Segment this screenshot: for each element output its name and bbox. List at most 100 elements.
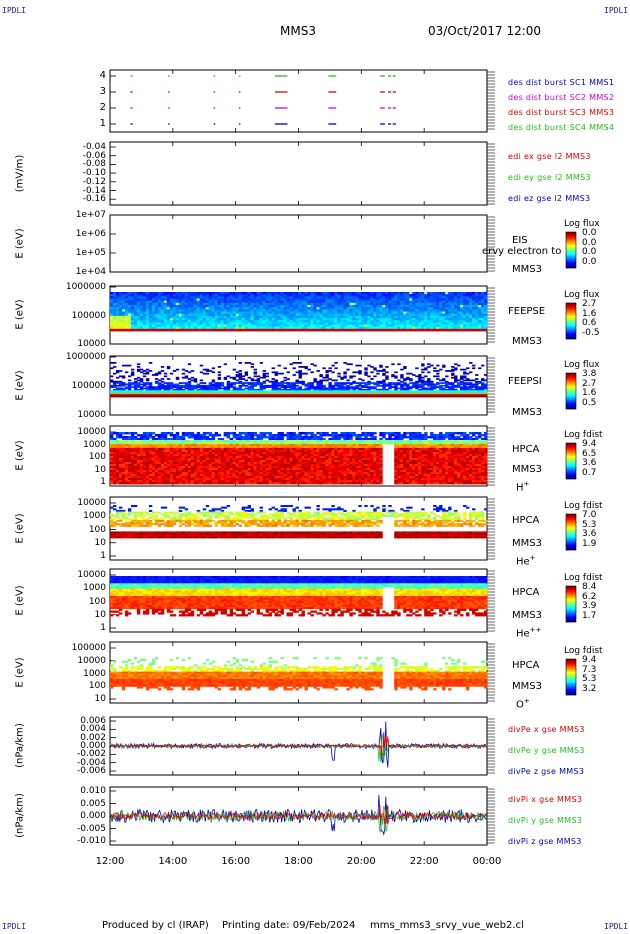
colorbar-eis [566, 253, 576, 255]
colorbar-hpca_o [566, 684, 576, 686]
y-tick-label-edi: -0.08 [82, 159, 106, 170]
colorbar-hpca_o [566, 666, 576, 668]
colorbar-hpca_h [566, 473, 576, 475]
y-tick-label-divpi: -0.005 [76, 823, 106, 834]
y-tick-label-hpca_he: 10 [94, 537, 106, 548]
x-tick-label-5: 22:00 [409, 856, 439, 867]
colorbar-tick-hpca_h: 6.5 [582, 448, 597, 459]
y-tick-label-hpca_h: 1 [100, 477, 106, 487]
colorbar-feepsi [566, 407, 576, 409]
colorbar-frame-feepse [565, 302, 577, 340]
colorbar-hpca_he [566, 532, 576, 534]
footer-produced: Produced by cl (IRAP) [102, 920, 209, 931]
header-datetime: 03/Oct/2017 12:00 [428, 24, 542, 38]
colorbar-hpca_h [566, 467, 576, 469]
colorbar-eis [566, 265, 576, 267]
colorbar-hpca_he [566, 547, 576, 549]
colorbar-hpca_hepp [566, 621, 576, 623]
colorbar-hpca_he [566, 523, 576, 525]
header-spacecraft: MMS3 [280, 24, 316, 38]
colorbar-hpca_h [566, 456, 576, 458]
y-axis-title-edi: (mV/m) [14, 154, 26, 192]
colorbar-title-feepsi: Log flux [564, 360, 600, 370]
colorbar-hpca_he [566, 540, 576, 542]
colorbar-eis [566, 254, 576, 256]
colorbar-hpca_he [566, 525, 576, 527]
colorbar-hpca_h [566, 458, 576, 460]
colorbar-feepsi [566, 402, 576, 404]
panel-overlay-eis: ervy electron to [482, 246, 562, 257]
colorbar-hpca_hepp [566, 611, 576, 613]
panel-species-hpca_o: O+ [516, 697, 530, 711]
colorbar-hpca_h [566, 470, 576, 472]
colorbar-feepsi [566, 380, 576, 382]
y-tick-label-hpca_o: 100000 [71, 643, 106, 653]
y-tick-label-divpe: 0.006 [80, 716, 106, 726]
colorbar-frame-hpca_he [565, 513, 577, 551]
colorbar-hpca_o [566, 681, 576, 683]
colorbar-hpca_o [566, 672, 576, 674]
colorbar-tick-feepsi: 0.5 [582, 397, 597, 408]
colorbar-feepsi [566, 375, 576, 377]
colorbar-feepse [566, 308, 576, 310]
colorbar-hpca_h [566, 450, 576, 452]
colorbar-eis [566, 257, 576, 259]
colorbar-eis [566, 247, 576, 249]
panel-label-feepse: FEEPSE [508, 306, 546, 317]
colorbar-hpca_h [566, 468, 576, 470]
colorbar-hpca_o [566, 687, 576, 689]
y-tick-label-divpe: 0.000 [80, 741, 106, 751]
colorbar-title-hpca_he: Log fdist [564, 501, 603, 511]
panel-frame-hpca_he [109, 496, 488, 561]
colorbar-hpca_h [566, 451, 576, 453]
colorbar-hpca_hepp [566, 606, 576, 608]
colorbar-hpca_o [566, 694, 576, 696]
colorbar-title-hpca_hepp: Log fdist [564, 573, 603, 583]
panel-sublabel-feepsi: MMS3 [512, 407, 542, 418]
colorbar-hpca_h [566, 464, 576, 466]
colorbar-hpca_o [566, 676, 576, 678]
colorbar-feepse [566, 323, 576, 325]
colorbar-hpca_h [566, 469, 576, 471]
colorbar-hpca_hepp [566, 593, 576, 595]
panel-label-eis: EIS [512, 235, 528, 246]
y-tick-label-hpca_he: 1 [100, 551, 106, 561]
colorbar-hpca_h [566, 465, 576, 467]
colorbar-hpca_he [566, 539, 576, 541]
colorbar-eis [566, 240, 576, 242]
colorbar-feepse [566, 313, 576, 315]
colorbar-eis [566, 248, 576, 250]
colorbar-feepse [566, 304, 576, 306]
colorbar-hpca_he [566, 524, 576, 526]
colorbar-hpca_h [566, 474, 576, 476]
colorbar-hpca_h [566, 462, 576, 464]
y-tick-label-divpi: -0.010 [76, 836, 106, 846]
y-axis-title-divpi: (nPa/km) [14, 793, 26, 838]
colorbar-hpca_he [566, 519, 576, 521]
y-axis-title-hpca_o: E (eV) [14, 656, 26, 688]
colorbar-eis [566, 249, 576, 251]
panel-species-hpca_h: H+ [516, 480, 530, 494]
colorbar-hpca_hepp [566, 617, 576, 619]
colorbar-hpca_h [566, 449, 576, 451]
x-tick-label-3: 18:00 [284, 856, 313, 867]
colorbar-hpca_o [566, 683, 576, 685]
y-tick-label-hpca_hepp: 100 [88, 596, 106, 607]
y-axis-title-hpca_hepp: E (eV) [14, 584, 26, 616]
colorbar-feepse [566, 310, 576, 312]
colorbar-hpca_he [566, 545, 576, 547]
colorbar-hpca_he [566, 541, 576, 543]
colorbar-feepse [566, 321, 576, 323]
colorbar-hpca_he [566, 515, 576, 517]
x-tick-label-2: 16:00 [221, 856, 251, 867]
colorbar-feepse [566, 328, 576, 330]
colorbar-hpca_he [566, 549, 576, 551]
colorbar-feepse [566, 336, 576, 338]
colorbar-feepsi [566, 384, 576, 386]
colorbar-hpca_o [566, 686, 576, 688]
colorbar-hpca_o [566, 669, 576, 671]
y-tick-label-burst: 1 [99, 118, 106, 129]
colorbar-feepsi [566, 395, 576, 397]
colorbar-eis [566, 246, 576, 248]
colorbar-hpca_hepp [566, 590, 576, 592]
